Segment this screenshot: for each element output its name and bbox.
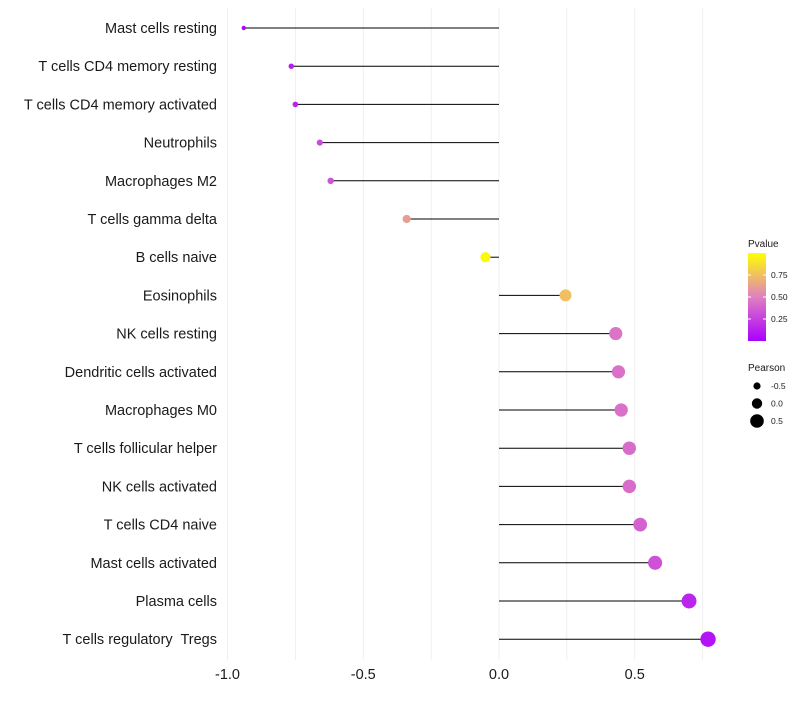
legend-pvalue: Pvalue 0.25 0.50 0.75 bbox=[748, 239, 788, 341]
category-label: Plasma cells bbox=[136, 594, 217, 610]
category-label: Macrophages M0 bbox=[105, 403, 217, 419]
category-label: T cells CD4 memory resting bbox=[38, 59, 217, 75]
data-point bbox=[559, 289, 572, 302]
legend-pearson: Pearson -0.5 0.0 0.5 bbox=[748, 363, 786, 428]
x-tick-label: -0.5 bbox=[351, 667, 376, 683]
category-label: NK cells activated bbox=[102, 479, 217, 495]
legend-pearson-dot bbox=[751, 398, 763, 409]
category-label: Dendritic cells activated bbox=[65, 365, 217, 381]
x-tick-label: 0.0 bbox=[489, 667, 509, 683]
data-point bbox=[402, 214, 411, 224]
grid bbox=[227, 8, 704, 660]
data-point bbox=[622, 479, 637, 494]
category-label: T cells regulatory Tregs bbox=[63, 632, 217, 648]
category-label: T cells gamma delta bbox=[88, 212, 218, 228]
data-point bbox=[700, 631, 716, 647]
data-point bbox=[633, 517, 648, 532]
data-point bbox=[648, 555, 663, 570]
stems bbox=[243, 27, 709, 640]
legend-pearson-dot bbox=[750, 414, 764, 428]
x-axis-tick-labels: -1.0 -0.5 0.0 0.5 bbox=[215, 667, 645, 683]
category-label: B cells naive bbox=[136, 250, 217, 266]
category-label: NK cells resting bbox=[116, 327, 217, 343]
legend-pvalue-tick-label: 0.50 bbox=[771, 292, 788, 302]
data-point bbox=[611, 365, 626, 379]
category-label: Macrophages M2 bbox=[105, 174, 217, 190]
data-point bbox=[241, 25, 246, 31]
points bbox=[241, 25, 716, 647]
legend-pvalue-title: Pvalue bbox=[748, 239, 779, 250]
category-labels: Mast cells resting T cells CD4 memory res… bbox=[24, 21, 218, 648]
legend-pearson-label: 0.5 bbox=[771, 416, 783, 426]
legend-pearson-dot bbox=[753, 382, 761, 390]
legend-pvalue-tick-label: 0.75 bbox=[771, 270, 788, 280]
data-point bbox=[288, 63, 295, 69]
data-point bbox=[316, 139, 323, 146]
category-label: T cells follicular helper bbox=[74, 441, 217, 457]
legend-pearson-label: 0.0 bbox=[771, 399, 783, 409]
category-label: Eosinophils bbox=[143, 288, 217, 304]
legend-pearson-title: Pearson bbox=[748, 363, 785, 374]
category-label: Neutrophils bbox=[144, 136, 217, 152]
data-point bbox=[609, 327, 623, 341]
data-point bbox=[480, 252, 491, 263]
data-point bbox=[614, 403, 628, 417]
category-label: Mast cells resting bbox=[105, 21, 217, 37]
category-label: T cells CD4 memory activated bbox=[24, 97, 217, 113]
legend-pvalue-tick-label: 0.25 bbox=[771, 314, 788, 324]
category-label: T cells CD4 naive bbox=[104, 518, 217, 534]
data-point bbox=[681, 593, 697, 609]
x-tick-label: -1.0 bbox=[215, 667, 240, 683]
legend-pearson-label: -0.5 bbox=[771, 381, 786, 391]
data-point bbox=[292, 101, 299, 108]
legend-pvalue-colorbar bbox=[748, 253, 766, 341]
x-tick-label: 0.5 bbox=[625, 667, 645, 683]
data-point bbox=[622, 441, 637, 455]
data-point bbox=[327, 177, 334, 185]
category-label: Mast cells activated bbox=[90, 556, 217, 572]
